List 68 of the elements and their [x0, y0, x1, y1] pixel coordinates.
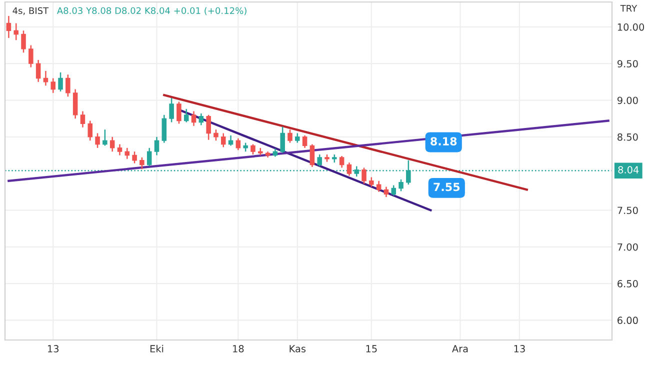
candlestick	[117, 144, 122, 156]
candlestick	[206, 114, 211, 140]
candlestick	[14, 22, 18, 41]
candlestick	[132, 150, 137, 164]
candlestick	[295, 132, 300, 144]
candlestick	[346, 162, 352, 176]
candlestick	[169, 97, 174, 123]
candlestick	[317, 154, 322, 167]
candlestick	[102, 128, 108, 146]
y-tick-label: 9.00	[617, 96, 638, 104]
candlestick	[124, 147, 130, 160]
candlestick	[146, 147, 152, 167]
y-tick-label: 9.50	[617, 60, 638, 68]
candlestick	[362, 167, 366, 184]
x-tick-label: Kas	[290, 345, 306, 352]
y-tick-label: 6.00	[618, 316, 638, 324]
text: A8.03 Y8.08 D8.02 K8.04 +0.01 (+0.12%)	[56, 7, 246, 16]
candlestick	[162, 114, 167, 144]
candlestick	[310, 144, 315, 168]
candlestick	[50, 78, 56, 94]
ref-line-label: 8.04	[618, 166, 639, 174]
candlestick	[198, 112, 204, 126]
candlestick	[184, 108, 189, 123]
annotation: 7.55	[434, 182, 460, 192]
candlestick	[384, 186, 389, 198]
y-tick-label: 7.50	[618, 206, 638, 214]
candlestick	[339, 155, 344, 168]
y-tick-label: 10.00	[618, 23, 644, 31]
candlestick	[288, 128, 292, 144]
candlestick	[72, 88, 78, 120]
candlestick	[58, 72, 63, 92]
candlestick	[110, 136, 115, 152]
candlestick	[280, 126, 285, 154]
candlestick	[236, 138, 241, 151]
candlestick	[95, 132, 100, 149]
candlestick	[154, 136, 160, 156]
x-tick-label: 18	[233, 345, 244, 352]
candlestick	[191, 110, 196, 127]
candlestick	[376, 180, 382, 193]
y-tick-label: 7.00	[618, 243, 638, 251]
candlestick	[88, 120, 93, 142]
y-axis-title: TRY	[620, 5, 638, 12]
y-tick-label: 8.50	[618, 133, 638, 141]
candlestick	[140, 156, 144, 170]
candlestick	[214, 128, 218, 142]
candlestick	[391, 184, 396, 196]
x-tick-label: Eki	[150, 344, 164, 352]
x-tick-label: 13	[48, 345, 59, 352]
x-tick-label: 15	[366, 345, 377, 352]
candlestick	[80, 110, 86, 128]
candlestick	[398, 178, 404, 192]
candlestick	[6, 15, 12, 39]
candlestick	[36, 59, 41, 83]
candlestick	[250, 144, 256, 156]
candlestick	[28, 44, 34, 68]
candlestick	[176, 101, 182, 124]
candlestick	[220, 132, 226, 148]
candlestick	[369, 176, 374, 188]
candlestick	[43, 70, 48, 86]
candlestick	[21, 30, 26, 54]
candlestick	[228, 134, 234, 146]
text: 4s, BIST	[12, 7, 49, 15]
x-tick-label: 13	[514, 345, 525, 352]
x-tick-label: Ara	[452, 345, 468, 352]
candlestick	[66, 74, 70, 98]
y-tick-label: 6.50	[618, 280, 638, 288]
candlestick	[302, 134, 308, 149]
annotation: 8.18	[430, 137, 457, 146]
